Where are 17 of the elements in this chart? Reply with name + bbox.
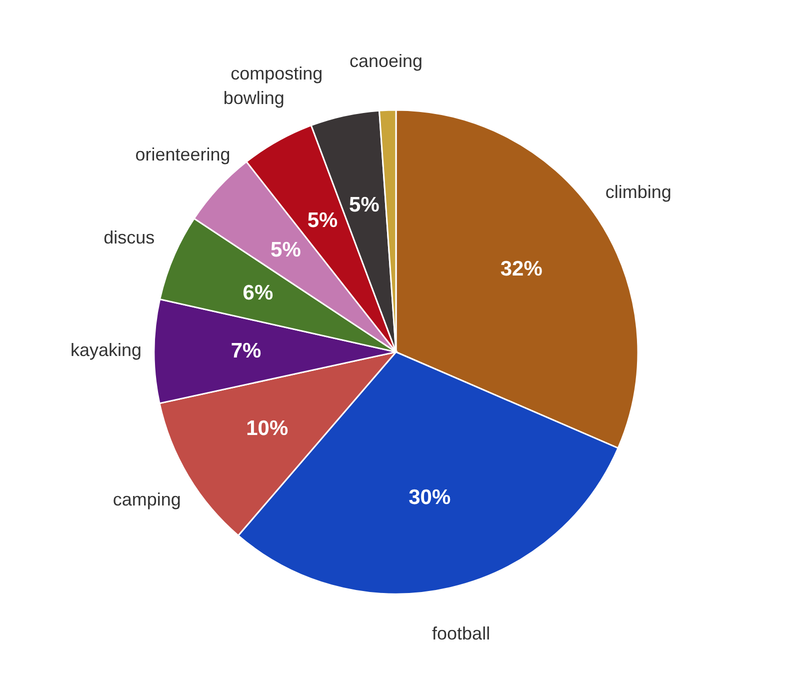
slice-label: composting — [230, 63, 323, 84]
data-label: 5% — [270, 238, 302, 262]
slice-label: climbing — [605, 182, 672, 202]
slice-label: kayaking — [70, 340, 142, 360]
slice-label: camping — [112, 489, 181, 510]
data-label: 32% — [500, 258, 543, 281]
data-label: 10% — [246, 416, 288, 440]
data-label: 5% — [349, 193, 380, 216]
slice-label: discus — [104, 228, 155, 248]
slice-label: bowling — [223, 88, 284, 108]
data-label: 30% — [408, 486, 451, 510]
data-label: 7% — [230, 340, 262, 363]
slice-label: canoeing — [349, 51, 423, 72]
data-label: 6% — [242, 281, 274, 304]
data-label: 5% — [307, 209, 338, 232]
slice-label: football — [432, 624, 490, 644]
slice-label: orienteering — [135, 144, 230, 164]
